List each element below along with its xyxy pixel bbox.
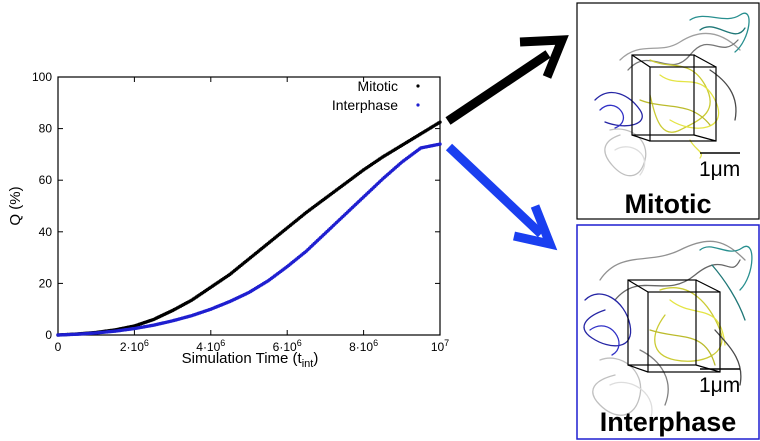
interphase-panel: 1μm Interphase: [576, 224, 760, 440]
x-tick-label: 2·106: [120, 338, 149, 354]
x-tick-label: 107: [431, 338, 449, 354]
x-tick-label-exp: 6: [144, 338, 149, 348]
x-tick-label-base: 8·10: [349, 340, 373, 354]
series-interphase: [56, 142, 442, 337]
y-axis: 0 20 40 60 80 100: [32, 70, 440, 342]
legend: Mitotic Interphase: [332, 78, 420, 113]
series-layer: [56, 120, 442, 337]
x-axis-title-main: Simulation Time (t: [182, 350, 303, 367]
x-tick-label: 8·106: [349, 338, 378, 354]
x-tick-label-base: 0: [55, 340, 62, 354]
x-tick-label: 6·106: [273, 338, 302, 354]
x-axis-title-sub: int: [302, 358, 314, 370]
plot-frame: [57, 76, 441, 336]
interphase-scale-label: 1μm: [699, 374, 740, 397]
legend-label-mitotic: Mitotic: [358, 78, 398, 94]
y-tick-label: 40: [39, 225, 53, 239]
x-tick-label-exp: 6: [373, 338, 378, 348]
y-tick-label: 100: [32, 70, 52, 84]
interphase-structure-image: [583, 240, 753, 421]
y-tick-label: 0: [45, 328, 52, 342]
x-tick-label-base: 2·10: [120, 340, 144, 354]
y-axis-title: Q (%): [7, 186, 24, 225]
x-tick-label-exp: 6: [220, 338, 225, 348]
data-point: [438, 142, 442, 146]
x-axis-title: Simulation Time (tint): [182, 350, 319, 370]
legend-marker-mitotic: [416, 84, 420, 88]
data-point: [438, 120, 442, 124]
mitotic-scale-label: 1μm: [699, 158, 740, 181]
mitotic-panel: 1μm Mitotic: [576, 2, 760, 220]
mitotic-structure-image: [594, 12, 750, 177]
x-tick-label-base: 10: [431, 340, 445, 354]
x-axis: 0 2·106 4·106 6·106 8·106 107: [55, 77, 449, 354]
arrow-to-interphase: [445, 143, 558, 251]
x-tick-label: 4·106: [196, 338, 225, 354]
legend-label-interphase: Interphase: [332, 97, 398, 113]
x-tick-label: 0: [55, 340, 62, 354]
y-tick-label: 60: [39, 173, 53, 187]
y-tick-label: 80: [39, 122, 53, 136]
mitotic-panel-title: Mitotic: [625, 189, 712, 219]
x-tick-label-exp: 7: [444, 338, 449, 348]
legend-marker-interphase: [416, 103, 420, 107]
interphase-panel-title: Interphase: [600, 407, 737, 437]
interphase-panel-frame: [576, 224, 760, 440]
series-mitotic: [56, 120, 442, 337]
x-axis-title-close: ): [313, 350, 318, 367]
x-tick-label-base: 6·10: [273, 340, 297, 354]
y-tick-label: 20: [39, 276, 53, 290]
mitotic-panel-frame: [576, 2, 760, 220]
x-tick-label-base: 4·10: [196, 340, 220, 354]
arrow-to-mitotic: [445, 35, 569, 125]
x-tick-label-exp: 6: [297, 338, 302, 348]
